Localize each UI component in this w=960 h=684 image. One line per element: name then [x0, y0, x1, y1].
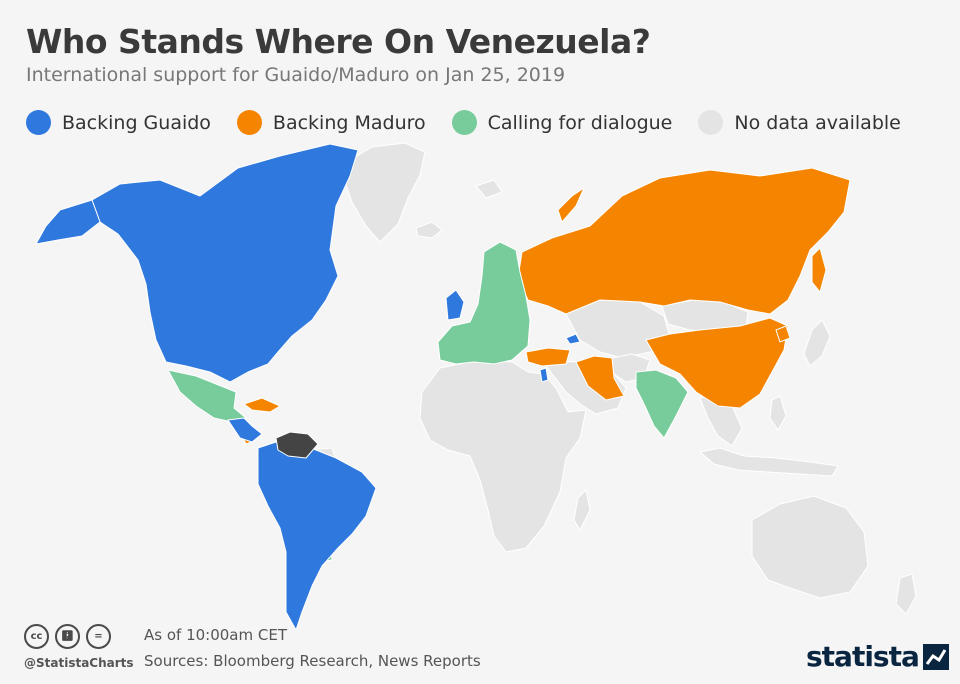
page-subtitle: International support for Guaido/Maduro … — [26, 64, 566, 86]
india-shape — [635, 369, 689, 439]
legend-swatch-maduro — [236, 110, 262, 135]
venezuela-shape — [275, 431, 319, 459]
region-no-data — [309, 142, 917, 615]
social-handle: @StatistaCharts — [24, 656, 134, 670]
legend-item-maduro: Backing Maduro — [236, 110, 426, 135]
world-map — [35, 142, 917, 628]
license-icons: cc 🚹︎ = — [24, 624, 111, 649]
statista-mark-icon — [922, 643, 949, 670]
central-america-shape — [227, 417, 263, 443]
new-zealand-shape — [895, 573, 917, 615]
legend-label-guaido: Backing Guaido — [62, 111, 211, 134]
turkey-shape — [525, 347, 571, 367]
south-america-shape — [257, 439, 377, 628]
north-america-shape — [91, 143, 359, 383]
greenland-shape — [344, 142, 426, 243]
statista-logo: statista — [806, 640, 949, 673]
russia-shape — [517, 167, 851, 315]
svalbard-shape — [475, 179, 503, 199]
sources-note: Sources: Bloomberg Research, News Report… — [144, 652, 481, 670]
mexico-shape — [167, 369, 247, 423]
legend-label-dialogue: Calling for dialogue — [487, 111, 673, 134]
australia-shape — [751, 495, 869, 599]
north-korea-shape — [775, 325, 791, 343]
legend-item-dialogue: Calling for dialogue — [451, 110, 673, 135]
africa-shape — [419, 359, 587, 553]
region-backing-guaido — [35, 143, 581, 628]
israel-shape — [539, 367, 549, 383]
uk-shape — [445, 289, 465, 321]
iran-shape — [575, 355, 625, 401]
alaska-shape — [35, 199, 101, 245]
philippines-shape — [769, 395, 787, 431]
cuba-shape — [243, 397, 281, 413]
europe-shape — [437, 241, 531, 365]
cc-icon: cc — [24, 624, 49, 649]
madagascar-shape — [573, 489, 591, 531]
china-shape — [645, 317, 789, 409]
indonesia-shape — [699, 447, 839, 477]
georgia-shape — [565, 333, 581, 345]
novaya-zemlya-shape — [557, 187, 585, 223]
legend-label-no-data: No data available — [734, 111, 901, 134]
japan-shape — [803, 319, 831, 367]
legend-swatch-guaido — [26, 110, 51, 135]
attribution-icon: 🚹︎ — [55, 624, 80, 649]
page-title: Who Stands Where On Venezuela? — [26, 22, 651, 61]
no-derivatives-icon: = — [86, 624, 111, 649]
legend-swatch-dialogue — [451, 110, 477, 135]
map-legend: Backing Guaido Backing Maduro Calling fo… — [26, 110, 927, 135]
legend-label-maduro: Backing Maduro — [272, 111, 426, 134]
iceland-shape — [415, 221, 443, 239]
timestamp-note: As of 10:00am CET — [144, 626, 287, 644]
legend-item-guaido: Backing Guaido — [26, 110, 211, 135]
brand-name: statista — [806, 640, 920, 673]
sakhalin-shape — [811, 247, 827, 293]
region-calling-for-dialogue — [167, 241, 689, 563]
legend-item-no-data: No data available — [698, 110, 901, 135]
legend-swatch-no-data — [698, 110, 724, 135]
